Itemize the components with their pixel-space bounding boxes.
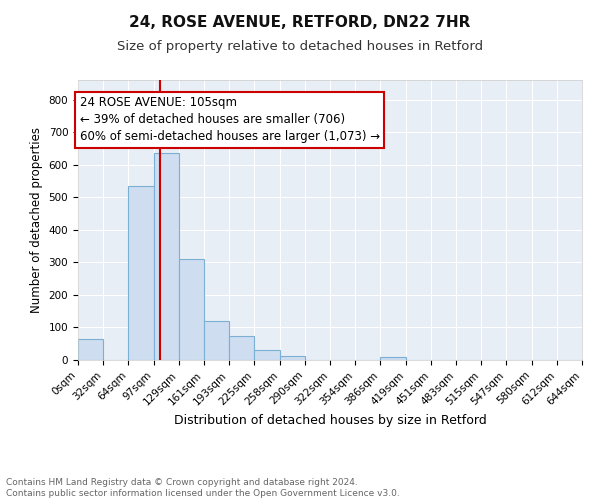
Text: 24, ROSE AVENUE, RETFORD, DN22 7HR: 24, ROSE AVENUE, RETFORD, DN22 7HR [130, 15, 470, 30]
Text: Size of property relative to detached houses in Retford: Size of property relative to detached ho… [117, 40, 483, 53]
Bar [254, 350, 280, 360]
Bar [128, 186, 154, 360]
X-axis label: Distribution of detached houses by size in Retford: Distribution of detached houses by size … [173, 414, 487, 426]
Bar [280, 356, 305, 360]
Bar [380, 358, 406, 360]
Bar [229, 336, 254, 360]
Y-axis label: Number of detached properties: Number of detached properties [30, 127, 43, 313]
Text: Contains HM Land Registry data © Crown copyright and database right 2024.
Contai: Contains HM Land Registry data © Crown c… [6, 478, 400, 498]
Bar [179, 259, 204, 360]
Bar [204, 321, 229, 360]
Bar [78, 339, 103, 360]
Text: 24 ROSE AVENUE: 105sqm
← 39% of detached houses are smaller (706)
60% of semi-de: 24 ROSE AVENUE: 105sqm ← 39% of detached… [80, 96, 380, 144]
Bar [154, 154, 179, 360]
